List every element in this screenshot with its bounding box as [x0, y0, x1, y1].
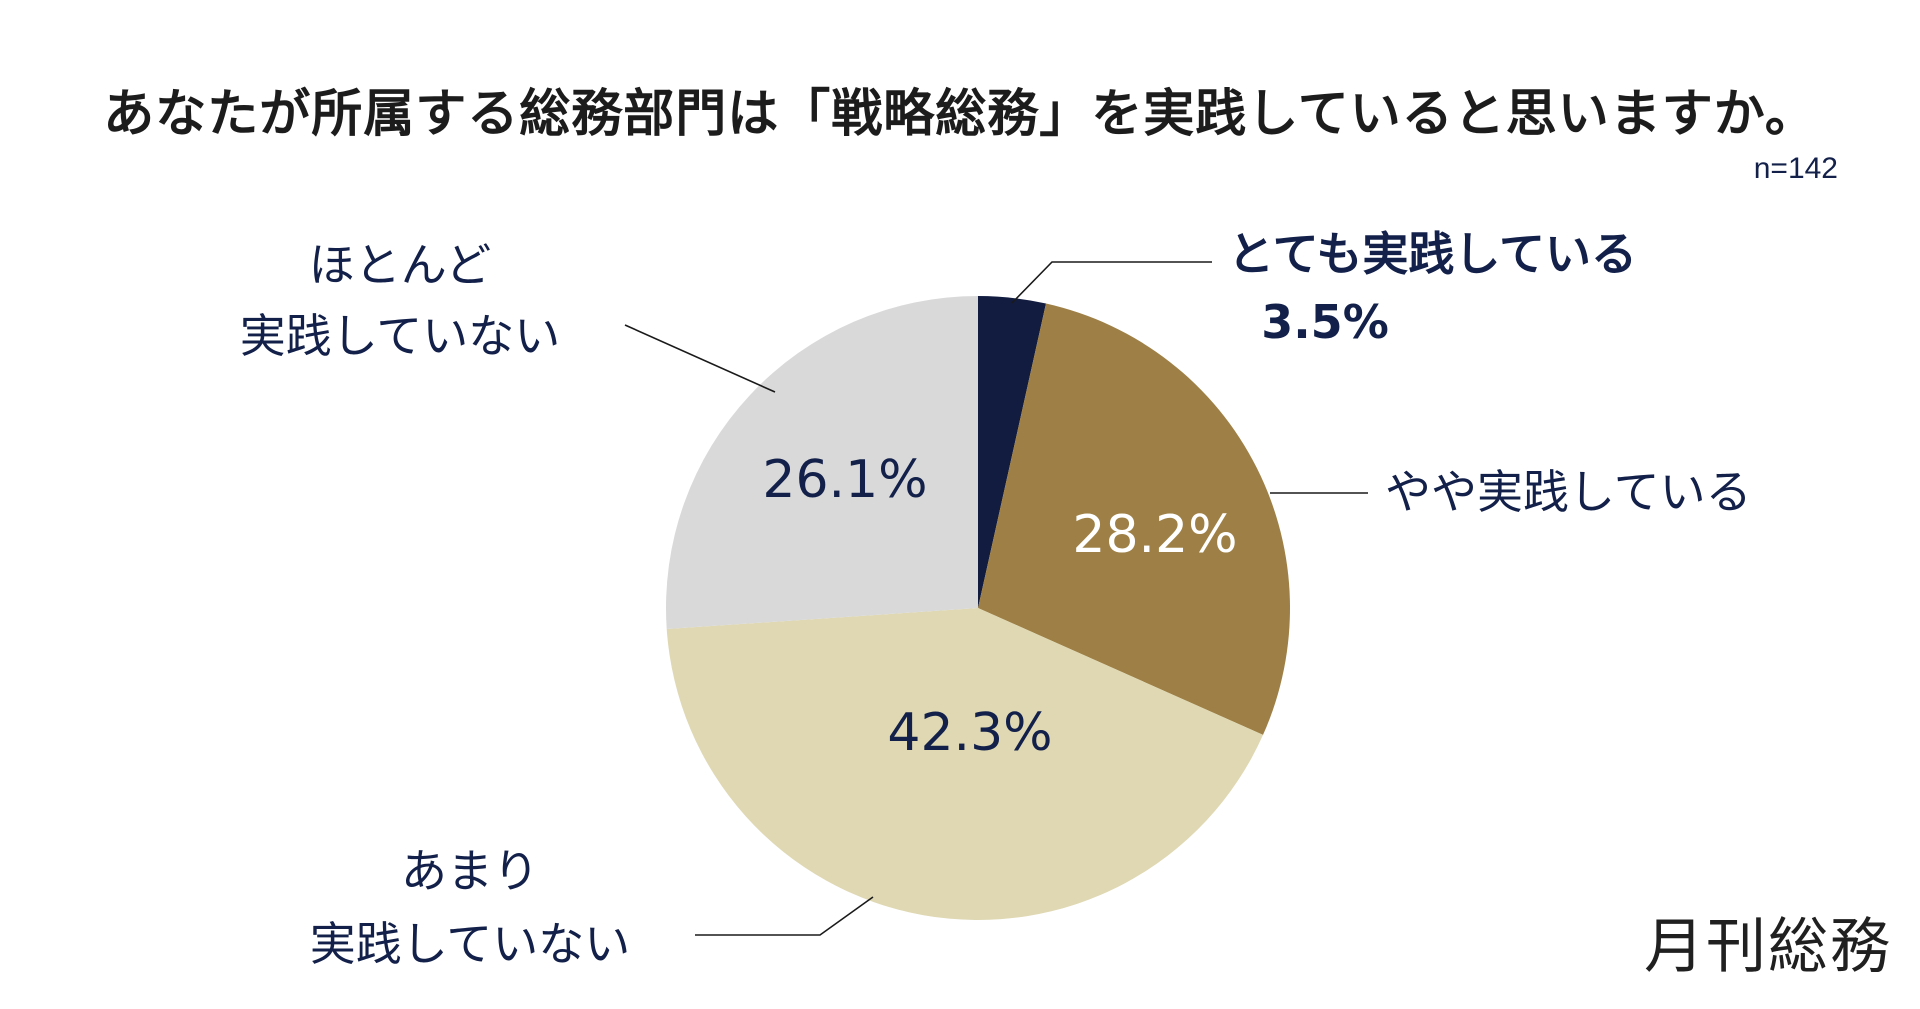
pie-slice-somewhat — [978, 303, 1291, 735]
sample-size: n=142 — [1753, 152, 1838, 185]
pie-value-label-somewhat: 28.2% — [1072, 505, 1237, 565]
pie-slice-hardly — [666, 296, 978, 630]
pie-category-label-not_much-line2: 実践していない — [310, 917, 631, 971]
pie-slice-very — [978, 296, 1046, 608]
pie-leader-hardly — [624, 324, 776, 393]
pie-category-label-hardly-line1: ほとんど — [309, 238, 492, 292]
pie-value-label-not_much: 42.3% — [887, 703, 1052, 763]
chart-title: あなたが所属する総務部門は「戦略総務」を実践していると思いますか。 — [103, 85, 1817, 144]
pie-value-labels: 3.5% 28.2% 42.3% 26.1% — [762, 295, 1388, 763]
pie-value-label-hardly: 26.1% — [762, 450, 927, 510]
pie-value-label-very: 3.5% — [1261, 295, 1389, 349]
pie-leader-not_much — [695, 896, 874, 936]
pie-category-label-not_much-line1: あまり — [401, 844, 539, 898]
pie-category-label-somewhat-line1: やや実践している — [1385, 465, 1752, 519]
pie-category-label-very-line1: とても実践している — [1228, 227, 1637, 281]
brand-logo-text: 月刊総務 — [1644, 912, 1892, 982]
pie-category-label-hardly-line2: 実践していない — [240, 309, 561, 363]
pie-slice-not_much — [666, 608, 1264, 921]
pie-leader-very — [1011, 261, 1212, 304]
pie-slices — [666, 296, 1291, 921]
pie-leader-lines — [624, 261, 1368, 936]
